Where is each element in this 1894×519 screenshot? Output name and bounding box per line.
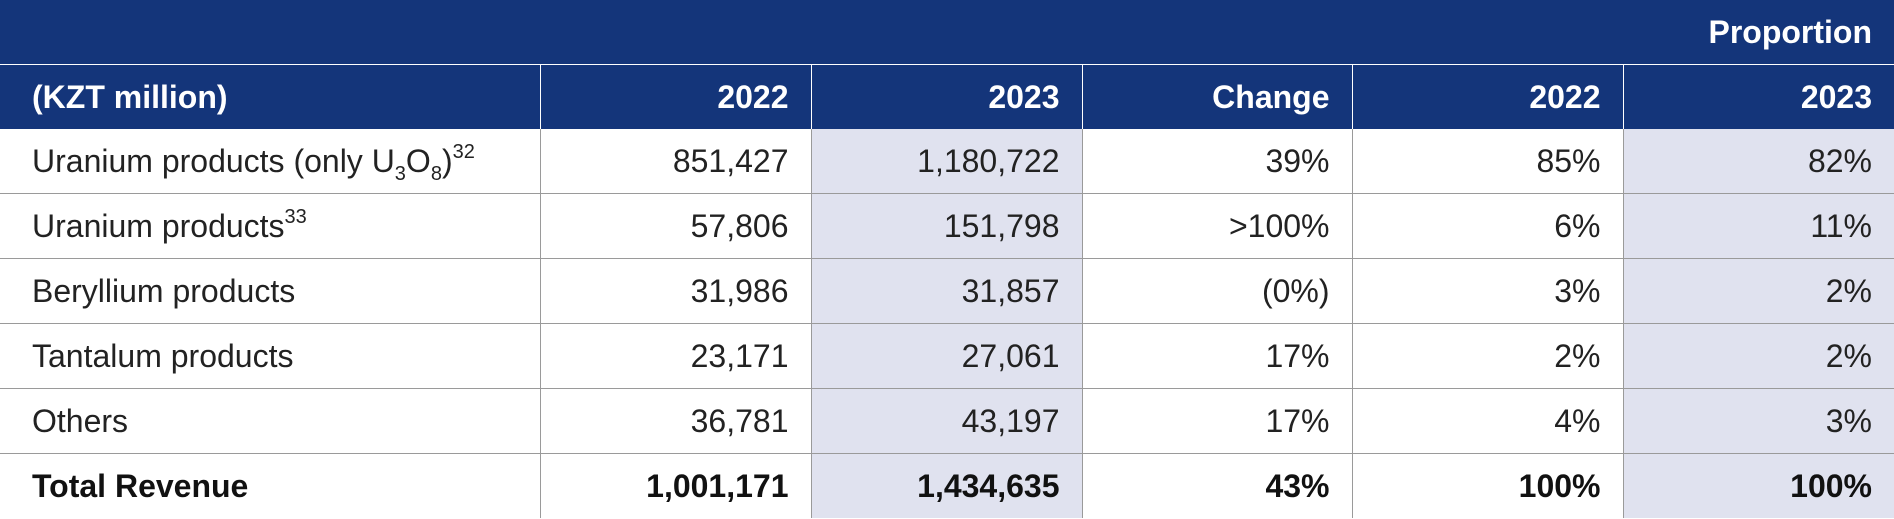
cell-value: 1,434,635: [810, 453, 1082, 518]
cell-value: 23,171: [539, 323, 811, 389]
cell-value: 100%: [1622, 453, 1894, 518]
column-header-proportion-2023: 2023: [1622, 64, 1894, 129]
cell-value: 11%: [1622, 193, 1894, 259]
cell-value: 17%: [1081, 388, 1352, 454]
cell-value: 36,781: [539, 388, 811, 454]
cell-value: >100%: [1081, 193, 1352, 259]
cell-value: 3%: [1622, 388, 1894, 454]
cell-value: 2%: [1622, 258, 1894, 324]
group-header-row: Proportion: [0, 0, 1894, 65]
table-row: Tantalum products 23,171 27,061 17% 2% 2…: [0, 323, 1894, 389]
cell-value: 851,427: [539, 129, 811, 194]
cell-value: 2%: [1622, 323, 1894, 389]
column-header-2023: 2023: [810, 64, 1082, 129]
table-row: Uranium products (only U3O8)32 851,427 1…: [0, 129, 1894, 194]
cell-value: 85%: [1351, 129, 1623, 194]
row-label-text: O: [405, 142, 431, 179]
row-label-text: ): [441, 142, 453, 179]
row-label: Total Revenue: [0, 453, 540, 518]
cell-value: 1,180,722: [810, 129, 1082, 194]
row-label: Uranium products (only U3O8)32: [0, 129, 540, 194]
row-label: Tantalum products: [0, 323, 540, 389]
footnote-marker: 32: [452, 140, 475, 163]
table-row: Beryllium products 31,986 31,857 (0%) 3%…: [0, 258, 1894, 324]
row-label: Others: [0, 388, 540, 454]
cell-value: (0%): [1081, 258, 1352, 324]
row-label-text: Uranium products (only U: [32, 142, 395, 179]
total-row: Total Revenue 1,001,171 1,434,635 43% 10…: [0, 453, 1894, 518]
row-label-text: Uranium products: [32, 207, 285, 244]
cell-value: 3%: [1351, 258, 1623, 324]
cell-value: 1,001,171: [539, 453, 811, 518]
cell-value: 43%: [1081, 453, 1352, 518]
table-row: Uranium products33 57,806 151,798 >100% …: [0, 193, 1894, 259]
proportion-group-header: Proportion: [0, 0, 1894, 65]
cell-value: 6%: [1351, 193, 1623, 259]
cell-value: 151,798: [810, 193, 1082, 259]
cell-value: 31,857: [810, 258, 1082, 324]
cell-value: 27,061: [810, 323, 1082, 389]
cell-value: 57,806: [539, 193, 811, 259]
column-header-proportion-2022: 2022: [1351, 64, 1623, 129]
subscript: 8: [430, 162, 442, 185]
cell-value: 4%: [1351, 388, 1623, 454]
cell-value: 2%: [1351, 323, 1623, 389]
cell-value: 17%: [1081, 323, 1352, 389]
footnote-marker: 33: [284, 205, 307, 228]
row-label: Uranium products33: [0, 193, 540, 259]
cell-value: 100%: [1351, 453, 1623, 518]
cell-value: 43,197: [810, 388, 1082, 454]
column-header-row: (KZT million) 2022 2023 Change 2022 2023: [0, 64, 1894, 129]
row-label: Beryllium products: [0, 258, 540, 324]
subscript: 3: [394, 162, 406, 185]
column-header-2022: 2022: [539, 64, 811, 129]
cell-value: 82%: [1622, 129, 1894, 194]
column-header-change: Change: [1081, 64, 1352, 129]
table-row: Others 36,781 43,197 17% 4% 3%: [0, 388, 1894, 454]
unit-label-header: (KZT million): [0, 64, 540, 129]
cell-value: 39%: [1081, 129, 1352, 194]
cell-value: 31,986: [539, 258, 811, 324]
